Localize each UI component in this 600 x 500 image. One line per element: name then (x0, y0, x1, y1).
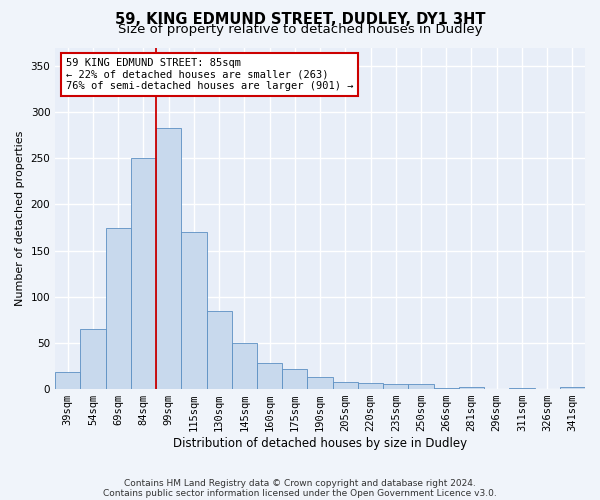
Bar (282, 369, 307, 389)
Y-axis label: Number of detached properties: Number of detached properties (15, 130, 25, 306)
Bar (232, 343, 257, 389)
Bar (509, 388, 535, 389)
Bar (358, 382, 383, 389)
X-axis label: Distribution of detached houses by size in Dudley: Distribution of detached houses by size … (173, 437, 467, 450)
Bar (206, 310, 232, 389)
Bar (181, 232, 206, 389)
Bar (131, 158, 156, 389)
Text: 59, KING EDMUND STREET, DUDLEY, DY1 3HT: 59, KING EDMUND STREET, DUDLEY, DY1 3HT (115, 12, 485, 28)
Bar (307, 377, 332, 389)
Bar (560, 387, 585, 389)
Bar (434, 388, 459, 389)
Bar (106, 228, 131, 389)
Bar (459, 387, 484, 389)
Text: Contains public sector information licensed under the Open Government Licence v3: Contains public sector information licen… (103, 488, 497, 498)
Bar (156, 128, 181, 389)
Bar (409, 384, 434, 389)
Text: Size of property relative to detached houses in Dudley: Size of property relative to detached ho… (118, 22, 482, 36)
Text: Contains HM Land Registry data © Crown copyright and database right 2024.: Contains HM Land Registry data © Crown c… (124, 478, 476, 488)
Bar (55, 372, 80, 389)
Bar (383, 384, 409, 389)
Bar (257, 363, 282, 389)
Bar (332, 382, 358, 389)
Text: 59 KING EDMUND STREET: 85sqm
← 22% of detached houses are smaller (263)
76% of s: 59 KING EDMUND STREET: 85sqm ← 22% of de… (66, 58, 353, 91)
Bar (80, 329, 106, 389)
